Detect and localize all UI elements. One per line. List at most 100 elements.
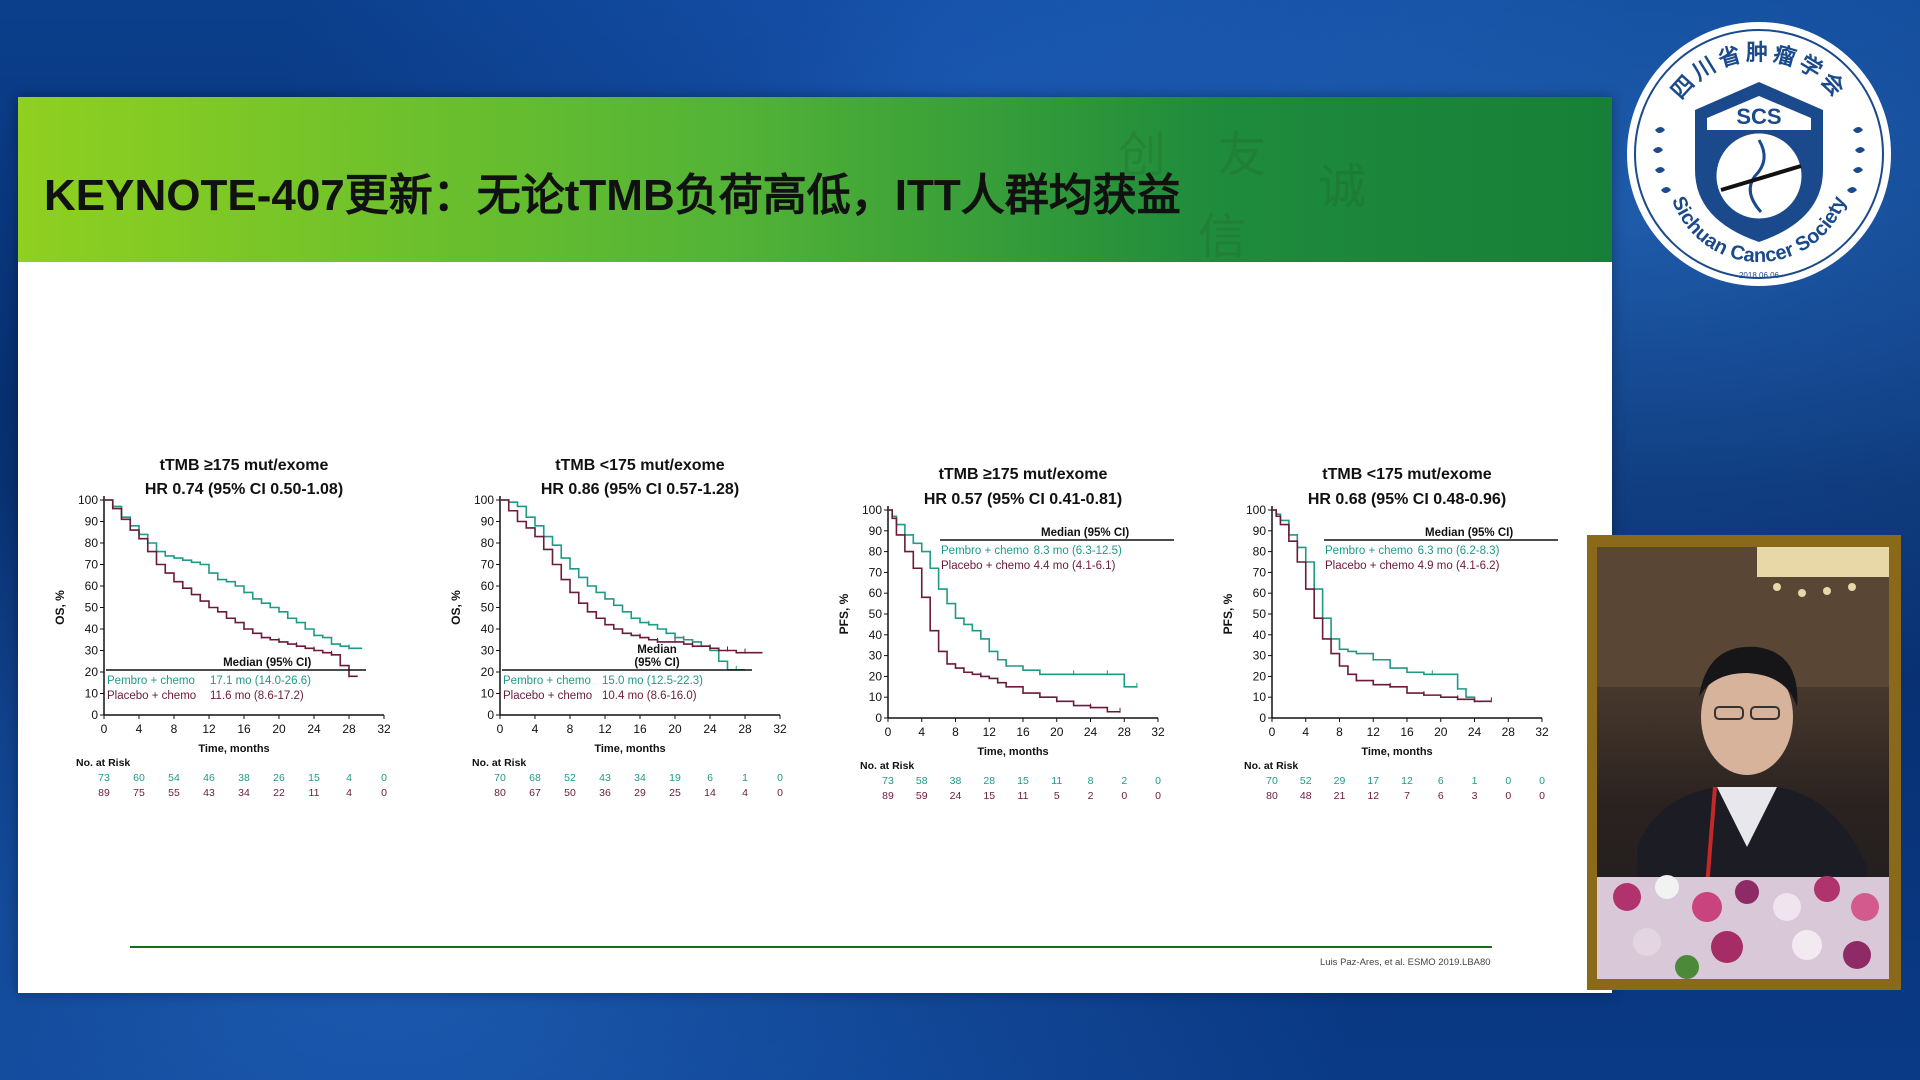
risk-count-placebo: 59 [916, 790, 928, 802]
risk-count-pembro: 73 [882, 775, 894, 787]
risk-count-pembro: 1 [1472, 775, 1478, 787]
y-tick-label: 50 [481, 601, 495, 615]
x-tick-label: 28 [1118, 725, 1132, 739]
risk-count-pembro: 26 [273, 772, 285, 784]
x-tick-label: 8 [567, 722, 574, 736]
y-tick-label: 20 [85, 665, 99, 679]
risk-count-pembro: 0 [1539, 775, 1545, 787]
flowers [1613, 875, 1879, 979]
risk-table-label: No. at Risk [860, 760, 914, 772]
y-tick-label: 30 [1253, 649, 1267, 663]
x-axis-label: Time, months [977, 746, 1048, 758]
panel-title: tTMB <175 mut/exome [555, 457, 724, 474]
y-tick-label: 90 [869, 524, 883, 538]
lanyard [1705, 786, 1717, 888]
x-tick-label: 24 [307, 722, 321, 736]
logo-clock [1713, 130, 1805, 222]
y-tick-label: 50 [1253, 607, 1267, 621]
risk-count-pembro: 43 [599, 772, 611, 784]
legend-header: Median (95% CI) [1425, 527, 1513, 539]
y-tick-label: 90 [481, 515, 495, 529]
legend-header: Median [637, 644, 677, 656]
risk-count-placebo: 0 [1155, 790, 1161, 802]
legend-header: Median (95% CI) [223, 657, 311, 669]
x-tick-label: 8 [1336, 725, 1343, 739]
km-curve-placebo [500, 499, 763, 654]
logo-ring [1634, 29, 1884, 279]
risk-count-pembro: 6 [707, 772, 713, 784]
calligraphy-char-3: 诚 [1318, 159, 1367, 215]
legend-arm-pembro: Pembro + chemo [503, 675, 591, 687]
legend-arm-pembro: Pembro + chemo [1325, 545, 1413, 557]
slide-title: KEYNOTE-407更新：无论tTMB负荷高低，ITT人群均获益 [44, 171, 1181, 220]
risk-count-pembro: 52 [564, 772, 576, 784]
km-panel-3: tTMB ≥175 mut/exome HR 0.57 (95% CI 0.41-… [837, 466, 1174, 802]
risk-count-pembro: 17 [1367, 775, 1379, 787]
x-tick-label: 4 [918, 725, 925, 739]
y-tick-label: 30 [869, 649, 883, 663]
risk-count-placebo: 11 [309, 787, 320, 799]
y-axis-label: PFS, % [1221, 593, 1235, 634]
y-tick-label: 10 [481, 687, 495, 701]
x-tick-label: 4 [532, 722, 539, 736]
y-tick-label: 80 [85, 536, 99, 550]
x-tick-label: 0 [101, 722, 108, 736]
x-tick-label: 12 [202, 722, 216, 736]
y-tick-label: 60 [481, 579, 495, 593]
km-curve-pembro [1272, 509, 1483, 703]
x-tick-label: 24 [1084, 725, 1098, 739]
y-tick-label: 90 [85, 515, 99, 529]
y-tick-label: 30 [481, 644, 495, 658]
y-tick-label: 20 [481, 665, 495, 679]
y-tick-label: 80 [1253, 545, 1267, 559]
x-tick-label: 4 [1302, 725, 1309, 739]
y-axis-label: PFS, % [837, 593, 851, 634]
x-tick-label: 0 [497, 722, 504, 736]
km-curve-placebo [1272, 509, 1492, 703]
legend-median-placebo: 4.4 mo (4.1-6.1) [1034, 560, 1116, 572]
risk-count-pembro: 2 [1121, 775, 1127, 787]
km-panel-1: tTMB ≥175 mut/exome HR 0.74 (95% CI 0.50-… [53, 457, 391, 799]
legend-median-pembro: 6.3 mo (6.2-8.3) [1418, 545, 1500, 557]
risk-count-placebo: 55 [168, 787, 180, 799]
legend-median-pembro: 17.1 mo (14.0-26.6) [210, 675, 311, 687]
risk-count-placebo: 80 [1266, 790, 1278, 802]
risk-count-placebo: 80 [494, 787, 506, 799]
risk-count-placebo: 89 [98, 787, 110, 799]
logo-snake [1748, 139, 1766, 214]
x-tick-label: 32 [773, 722, 787, 736]
speaker-hair [1699, 646, 1798, 707]
risk-count-pembro: 60 [133, 772, 145, 784]
risk-count-placebo: 5 [1054, 790, 1060, 802]
y-tick-label: 70 [1253, 565, 1267, 579]
risk-count-pembro: 29 [1334, 775, 1346, 787]
hazard-ratio: HR 0.74 (95% CI 0.50-1.08) [145, 481, 343, 498]
y-tick-label: 0 [91, 708, 98, 722]
y-tick-label: 100 [862, 503, 882, 517]
risk-count-pembro: 70 [494, 772, 506, 784]
panel-title: tTMB ≥175 mut/exome [939, 466, 1108, 483]
y-tick-label: 40 [1253, 628, 1267, 642]
risk-count-placebo: 89 [882, 790, 894, 802]
logo-laurels [1653, 127, 1865, 193]
y-tick-label: 40 [481, 622, 495, 636]
risk-count-pembro: 52 [1300, 775, 1312, 787]
risk-count-placebo: 24 [950, 790, 962, 802]
risk-count-pembro: 54 [168, 772, 180, 784]
citation: Luis Paz-Ares, et al. ESMO 2019.LBA80 [1320, 957, 1491, 968]
x-tick-label: 16 [1016, 725, 1030, 739]
x-tick-label: 32 [1151, 725, 1165, 739]
legend-median-pembro: 8.3 mo (6.3-12.5) [1034, 545, 1122, 557]
risk-count-pembro: 38 [950, 775, 962, 787]
legend-header: (95% CI) [634, 657, 680, 669]
risk-count-placebo: 0 [381, 787, 387, 799]
logo-date: 2018.06.06 [1739, 271, 1780, 280]
y-tick-label: 10 [1253, 690, 1267, 704]
y-tick-label: 30 [85, 644, 99, 658]
risk-count-placebo: 6 [1438, 790, 1444, 802]
x-axis-label: Time, months [198, 743, 269, 755]
x-tick-label: 24 [1468, 725, 1482, 739]
y-tick-label: 70 [481, 558, 495, 572]
legend-arm-pembro: Pembro + chemo [941, 545, 1029, 557]
km-curve-placebo [104, 499, 358, 678]
